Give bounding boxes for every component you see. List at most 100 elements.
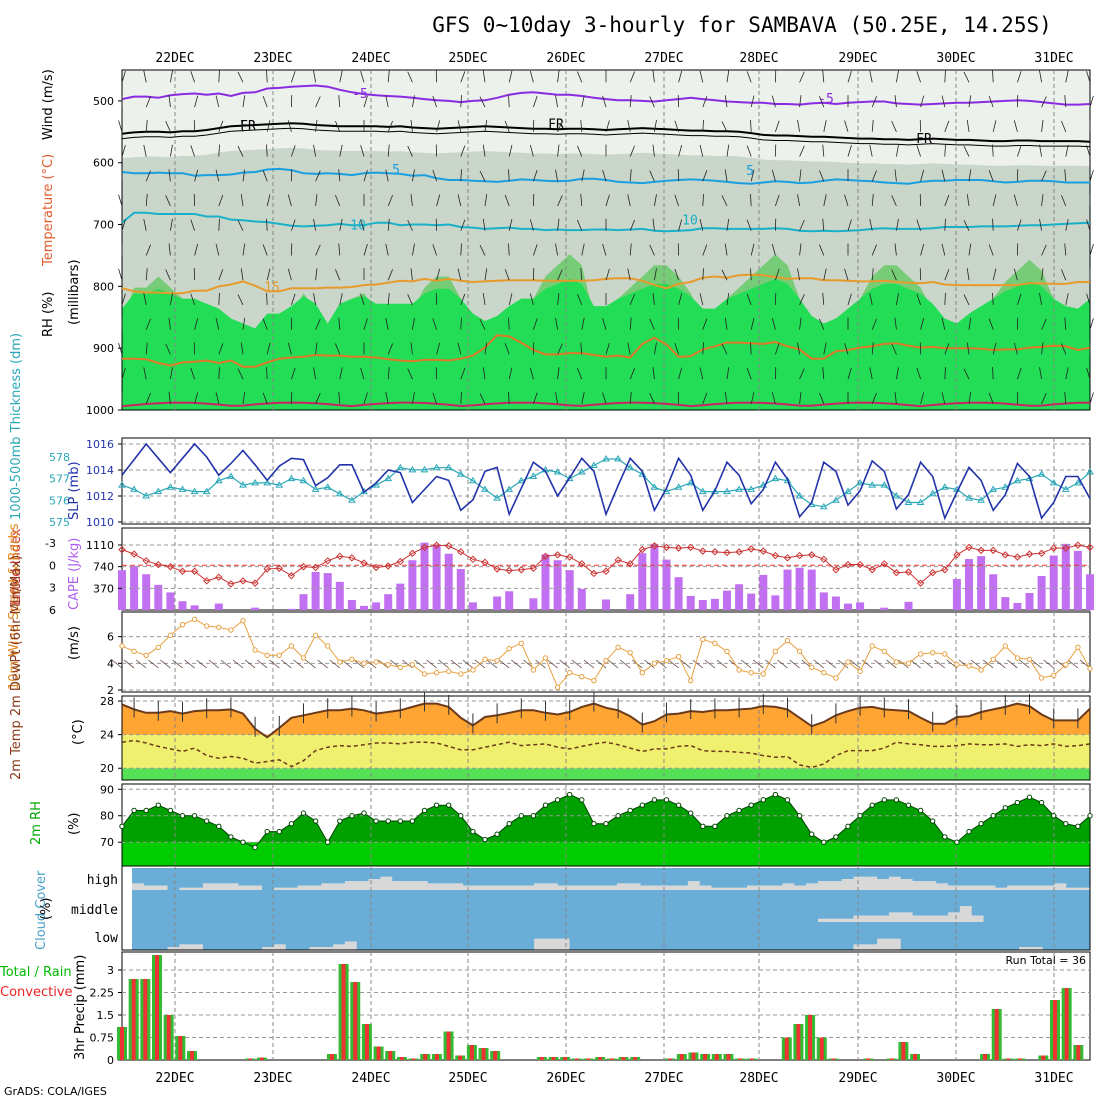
wind-barb xyxy=(407,368,413,380)
li-point xyxy=(590,569,598,578)
cloud-mid-cell xyxy=(1042,890,1056,922)
wind-barb xyxy=(847,145,852,157)
wind10m-point xyxy=(639,669,645,676)
rh-point xyxy=(748,802,754,808)
wind-barb xyxy=(992,268,997,281)
precip-convective-bar xyxy=(668,1058,673,1060)
wind-barb xyxy=(484,119,488,132)
precip-convective-bar xyxy=(609,1058,614,1060)
wind-barb xyxy=(145,244,151,256)
thickness-point xyxy=(965,494,973,501)
wind-barb xyxy=(920,169,925,182)
thickness-point xyxy=(287,474,296,482)
wind10m-barb xyxy=(668,659,679,669)
rh-point xyxy=(845,823,851,830)
wind-barb xyxy=(894,317,897,330)
wind-barb xyxy=(726,70,730,83)
credit-label: GrADS: COLA/IGES xyxy=(4,1085,107,1098)
wind-barb xyxy=(629,95,632,108)
rh-point xyxy=(942,834,948,840)
precip-tick-label: 3 xyxy=(107,964,114,977)
wind-barb xyxy=(1061,120,1067,132)
li-point xyxy=(299,563,308,571)
wind-barb xyxy=(1017,71,1022,83)
wind-barb xyxy=(118,120,123,132)
cloud-high-cell xyxy=(427,868,441,884)
cloud-mid-cell xyxy=(427,890,441,922)
rh2m-tick-label: 70 xyxy=(100,836,114,849)
wind10m-point xyxy=(216,624,222,631)
wind10m-point xyxy=(760,671,766,677)
li-point xyxy=(154,560,163,569)
wind-barb xyxy=(577,145,583,157)
wind-barb xyxy=(652,292,655,305)
wind-barb xyxy=(190,145,195,157)
wind-barb xyxy=(963,145,970,157)
li-point xyxy=(275,564,284,572)
cloud-high-cover xyxy=(817,881,831,890)
wind-barb xyxy=(1039,293,1042,305)
cloud-high-cover xyxy=(1030,885,1044,890)
cloud-mid-cell xyxy=(829,890,843,919)
cloud-low-cell xyxy=(1042,922,1056,950)
wind-barb xyxy=(746,293,752,306)
cape-bar xyxy=(408,560,417,610)
cloud-high-cover xyxy=(404,881,417,890)
cloud-mid-cell xyxy=(155,890,168,922)
wind10m-barb xyxy=(753,659,764,669)
wind-barb xyxy=(750,119,752,132)
precip-convective-bar xyxy=(248,1058,253,1060)
wind-barb xyxy=(385,243,389,256)
cloud-high-cover xyxy=(900,879,914,890)
wind10m-barb xyxy=(970,659,982,669)
cloud-high-cover xyxy=(877,879,890,890)
cloud-low-cell xyxy=(510,922,523,950)
cloud-low-cell xyxy=(179,922,192,945)
date-label-bottom: 30DEC xyxy=(936,1071,975,1086)
li-point xyxy=(928,569,937,577)
precip-panel: 0 0.75 1.5 2.25 3 xyxy=(90,951,1091,1067)
cloud-high-cover xyxy=(132,883,145,890)
wind-barb xyxy=(338,243,341,256)
cloud-low-cell xyxy=(427,922,441,950)
wind10m-point xyxy=(784,637,791,644)
cloud-cover-label: Cloud Cover xyxy=(34,870,49,950)
wind-barb xyxy=(992,342,997,355)
cloud-mid-cell xyxy=(179,890,192,922)
cape-bar xyxy=(493,596,502,610)
date-label-top: 29DEC xyxy=(838,51,877,66)
cloud-high-cell xyxy=(817,868,831,882)
wind-barb xyxy=(629,219,635,231)
wind-barb xyxy=(313,218,316,231)
cloud-mid-cell xyxy=(226,890,239,922)
thickness-point xyxy=(735,485,743,492)
cloud-low-cell xyxy=(415,922,429,950)
wind-barb xyxy=(557,343,563,355)
precip-convective-label: Convective xyxy=(0,985,73,1000)
wind-barb xyxy=(605,194,610,207)
cape-bar xyxy=(1025,593,1034,610)
cloud-mid-cell xyxy=(1054,890,1067,922)
thickness-point xyxy=(481,485,489,492)
li-point xyxy=(1001,551,1010,559)
date-label-top: 26DEC xyxy=(546,51,585,66)
cloud-high-cell xyxy=(676,868,689,886)
wind-barb xyxy=(363,318,368,330)
li-point xyxy=(372,563,380,572)
wind-barb xyxy=(237,220,244,231)
wind-barb xyxy=(118,342,123,355)
cape-bar xyxy=(323,573,332,610)
precip-convective-bar xyxy=(469,1045,474,1060)
wind-barb xyxy=(627,194,631,207)
precip-convective-bar xyxy=(726,1054,731,1060)
wind-barb xyxy=(920,243,925,256)
wind-barb xyxy=(580,268,583,281)
wind-barb xyxy=(457,268,462,281)
li-point xyxy=(977,546,985,555)
wind10m-point xyxy=(325,643,331,649)
wind10m-point xyxy=(361,660,367,667)
wind-barb xyxy=(629,368,635,380)
wind-barb xyxy=(941,318,946,330)
cloud-high-cell xyxy=(829,868,843,882)
cloud-mid-cell xyxy=(557,890,571,922)
